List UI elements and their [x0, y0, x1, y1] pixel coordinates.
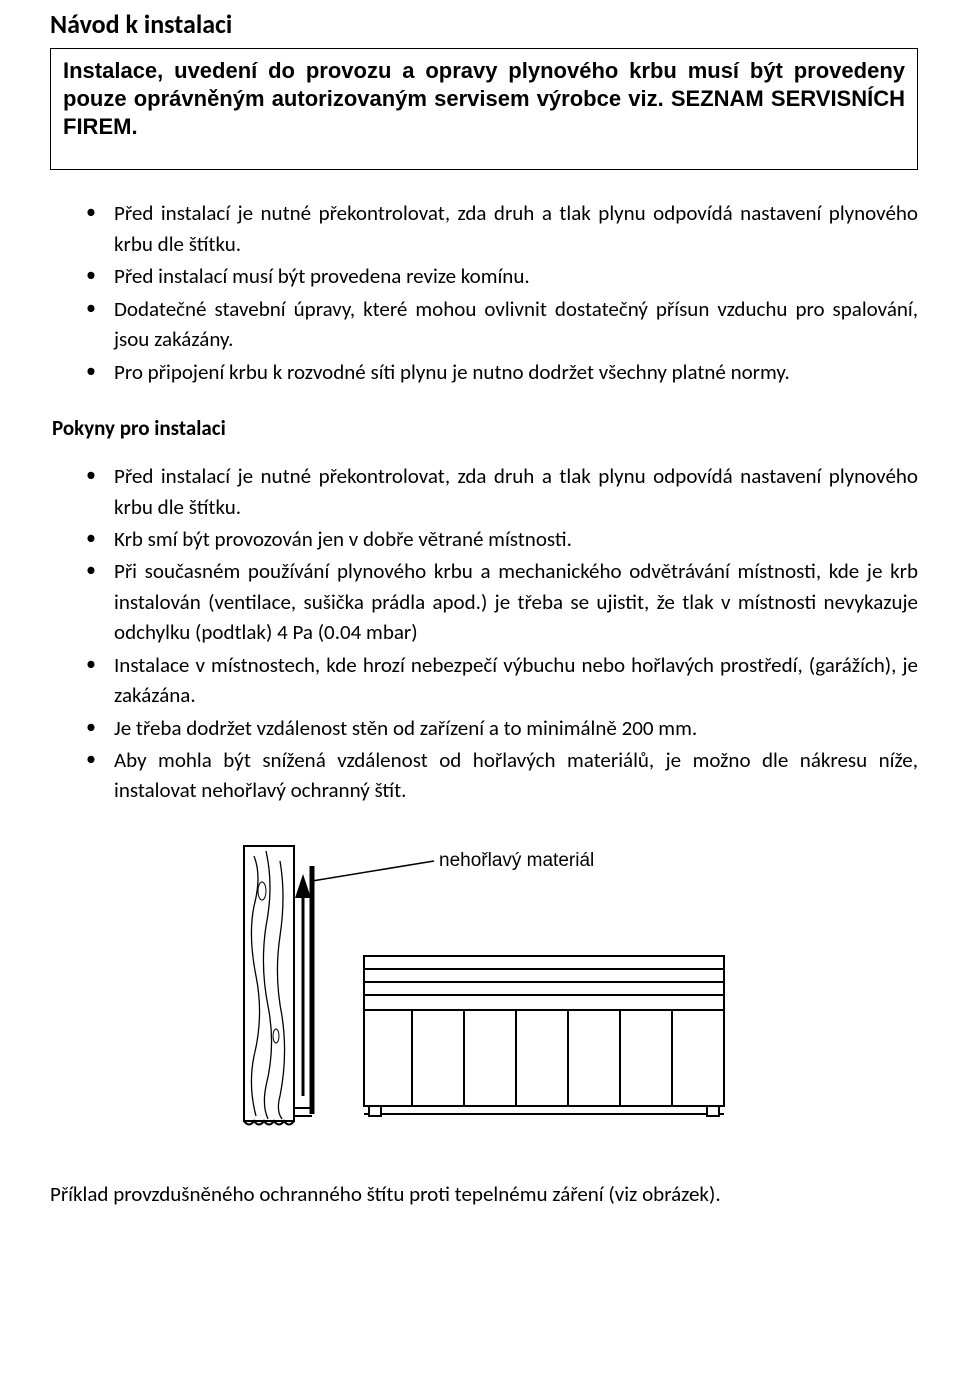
page-title: Návod k instalaci — [50, 8, 918, 40]
diagram-label: nehořlavý materiál — [439, 850, 594, 871]
notice-text: Instalace, uvedení do provozu a opravy p… — [63, 58, 905, 139]
list-item: Před instalací je nutné překontrolovat, … — [86, 461, 918, 522]
notice-box: Instalace, uvedení do provozu a opravy p… — [50, 48, 918, 170]
list-item: Pro připojení krbu k rozvodné síti plynu… — [86, 357, 918, 387]
diagram-container: nehořlavý materiál — [50, 836, 918, 1141]
section-heading: Pokyny pro instalaci — [52, 415, 918, 441]
list-item: Instalace v místnostech, kde hrozí nebez… — [86, 650, 918, 711]
diagram-caption: Příklad provzdušněného ochranného štítu … — [50, 1181, 918, 1207]
list-item: Aby mohla být snížená vzdálenost od hořl… — [86, 745, 918, 806]
list-item: Je třeba dodržet vzdálenost stěn od zaří… — [86, 713, 918, 743]
bullet-list-2: Před instalací je nutné překontrolovat, … — [50, 461, 918, 806]
list-item: Před instalací musí být provedena revize… — [86, 261, 918, 291]
bullet-list-1: Před instalací je nutné překontrolovat, … — [50, 198, 918, 387]
list-item: Před instalací je nutné překontrolovat, … — [86, 198, 918, 259]
list-item: Dodatečné stavební úpravy, které mohou o… — [86, 294, 918, 355]
list-item: Krb smí být provozován jen v dobře větra… — [86, 524, 918, 554]
list-item: Při současném používání plynového krbu a… — [86, 556, 918, 647]
shield-diagram-icon: nehořlavý materiál — [204, 836, 764, 1136]
page: Návod k instalaci Instalace, uvedení do … — [0, 0, 960, 1237]
